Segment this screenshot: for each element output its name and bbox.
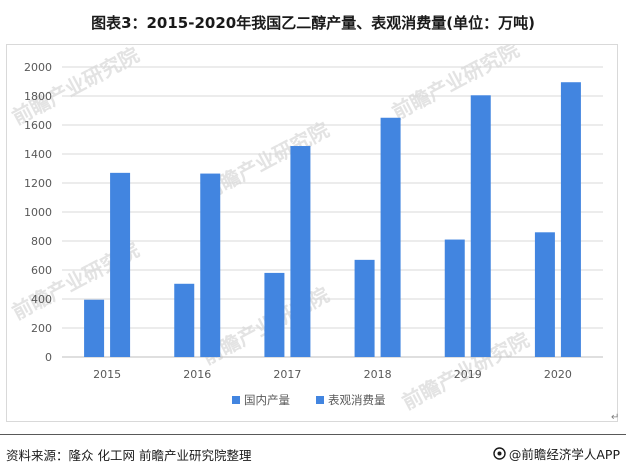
y-tick-label: 1200 [24,177,52,190]
y-tick-label: 0 [45,351,52,364]
chart-title: 图表3：2015-2020年我国乙二醇产量、表观消费量(单位：万吨) [91,14,535,32]
source-note: 资料来源：隆众 化工网 前瞻产业研究院整理 [6,448,252,463]
bar-consumption [200,173,221,357]
x-tick-label: 2019 [454,368,482,381]
bar-consumption [380,117,401,357]
y-tick-label: 1400 [24,148,52,161]
gridlines [62,66,603,358]
bar-production [354,259,375,357]
y-tick-label: 600 [31,264,52,277]
watermark-text: 前瞻产业研究院 [8,45,143,129]
y-tick-label: 400 [31,293,52,306]
x-axis-ticks: 2015 2016 2017 2018 2019 2020 [93,368,572,381]
bar-production [84,299,105,357]
x-tick-label: 2017 [273,368,301,381]
bar-chart: 前瞻产业研究院前瞻产业研究院前瞻产业研究院前瞻产业研究院前瞻产业研究院前瞻产业研… [8,45,603,414]
bar-production [534,232,555,357]
brand-text: @前瞻经济学人APP [508,447,620,462]
y-tick-label: 800 [31,235,52,248]
y-tick-label: 2000 [24,61,52,74]
y-tick-label: 1600 [24,119,52,132]
legend-swatch [316,396,324,404]
x-tick-label: 2018 [364,368,392,381]
bar-consumption [560,82,581,357]
watermark-text: 前瞻产业研究院 [388,45,523,124]
bar-production [264,272,285,357]
legend-label: 国内产量 [244,393,290,407]
brand-credit: @前瞻经济学人APP [493,444,620,463]
y-tick-label: 1800 [24,90,52,103]
bar-production [174,283,195,357]
return-mark: ↵ [611,412,620,423]
x-tick-label: 2016 [183,368,211,381]
bar-production [444,239,465,357]
legend-swatch [232,396,240,404]
footer-divider [0,434,626,435]
chart-area: 前瞻产业研究院前瞻产业研究院前瞻产业研究院前瞻产业研究院前瞻产业研究院前瞻产业研… [6,44,618,422]
x-tick-label: 2015 [93,368,121,381]
bar-consumption [290,146,311,357]
y-axis-ticks: 0 200 400 600 800 1000 1200 1400 1600 1800 2000 [24,61,52,364]
y-tick-label: 200 [31,322,52,335]
bars [84,82,581,358]
y-tick-label: 1000 [24,206,52,219]
x-tick-label: 2020 [544,368,572,381]
bar-consumption [470,95,491,358]
legend-label: 表观消费量 [328,393,386,407]
bar-consumption [110,172,131,357]
watermark-layer: 前瞻产业研究院前瞻产业研究院前瞻产业研究院前瞻产业研究院前瞻产业研究院前瞻产业研… [8,45,533,414]
legend: 国内产量 表观消费量 [232,393,386,407]
brand-logo-icon [493,447,506,460]
